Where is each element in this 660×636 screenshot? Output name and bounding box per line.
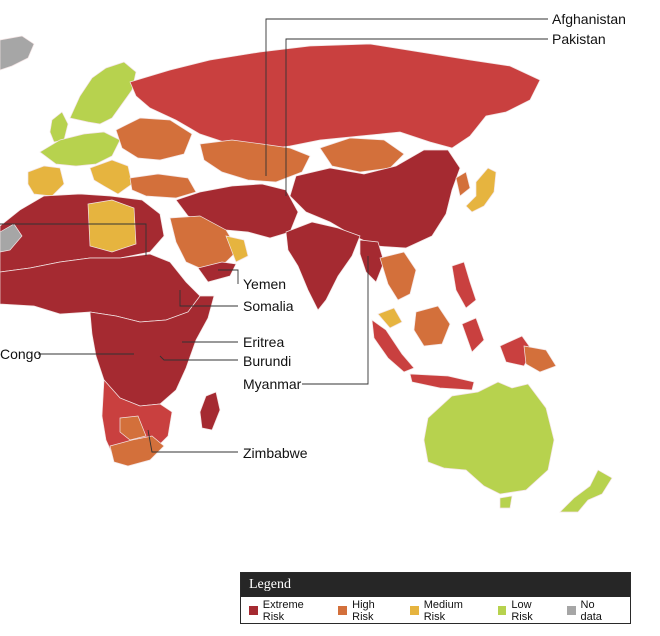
myanmar-label: Myanmar	[243, 376, 302, 392]
central-africa-region	[89, 295, 215, 407]
oman-region	[225, 235, 249, 263]
westafrica-leader	[0, 223, 147, 256]
india-region	[285, 221, 361, 311]
somalia-leader	[179, 290, 238, 307]
myanmar-leader	[302, 256, 369, 385]
legend-item-extreme: Extreme Risk	[249, 599, 326, 623]
legend-item-medium: Medium Risk	[409, 598, 486, 623]
medium-swatch-icon	[409, 606, 419, 615]
east-europe-region	[115, 117, 193, 161]
pakistan-leader	[285, 38, 548, 196]
nodata-swatch-icon	[566, 606, 576, 615]
congo-label: Congo	[0, 346, 42, 362]
west-europe-region	[39, 131, 121, 167]
mongolia-region	[319, 137, 405, 173]
java-region	[409, 373, 475, 391]
malaysia-region	[377, 307, 403, 329]
legend-item-nodata: No data	[566, 598, 618, 623]
madagascar-region	[199, 391, 221, 431]
balkans-region	[89, 159, 133, 195]
philippines-region	[451, 261, 477, 309]
afghanistan-label: Afghanistan	[552, 11, 626, 27]
zimbabwe-label: Zimbabwe	[243, 445, 308, 461]
legend: Legend Extreme Risk High Risk Medium Ris…	[240, 572, 631, 624]
pakistan-label: Pakistan	[552, 31, 606, 47]
low-swatch-icon	[497, 606, 507, 615]
iberia-region	[27, 165, 65, 197]
yemen-leader	[218, 269, 239, 284]
afghanistan-leader	[265, 18, 548, 176]
tasmania-region	[499, 495, 513, 509]
new-zealand-region	[559, 469, 613, 513]
arabia-region	[169, 215, 239, 271]
sulawesi-region	[461, 317, 485, 353]
burundi-label: Burundi	[243, 353, 292, 369]
indochina-region	[379, 251, 417, 301]
greenland-region	[0, 35, 35, 71]
turkey-region	[129, 173, 197, 199]
libya-region	[87, 199, 137, 253]
somalia-label: Somalia	[243, 298, 294, 314]
china-region	[289, 149, 461, 249]
burundi-leader	[159, 355, 238, 361]
legend-label: Medium Risk	[423, 598, 463, 623]
west-sahara-region	[0, 223, 23, 253]
myanmar-region	[359, 239, 385, 283]
legend-label: Extreme Risk	[262, 598, 304, 623]
angola-region	[119, 415, 147, 441]
eritrea-label: Eritrea	[243, 334, 285, 350]
uk-region	[49, 111, 69, 143]
legend-label: No data	[580, 598, 602, 623]
legend-item-high: High Risk	[338, 599, 398, 623]
borneo-region	[413, 305, 451, 347]
japan-region	[465, 167, 497, 213]
scandinavia-region	[69, 61, 137, 125]
legend-title: Legend	[241, 573, 630, 597]
legend-items: Extreme Risk High Risk Medium Risk Low R…	[241, 597, 630, 624]
central-asia-region	[199, 139, 311, 183]
legend-label: High Risk	[352, 598, 375, 623]
extreme-swatch-icon	[249, 606, 258, 615]
png-region	[523, 345, 557, 373]
russia-region	[129, 43, 541, 151]
legend-item-low: Low Risk	[497, 598, 555, 623]
legend-label: Low Risk	[511, 598, 533, 623]
australia-region	[423, 381, 555, 495]
zimbabwe-leader	[147, 429, 238, 453]
korea-region	[455, 171, 471, 197]
high-swatch-icon	[338, 606, 348, 615]
sumatra-region	[371, 319, 415, 373]
yemen-label: Yemen	[243, 276, 287, 292]
